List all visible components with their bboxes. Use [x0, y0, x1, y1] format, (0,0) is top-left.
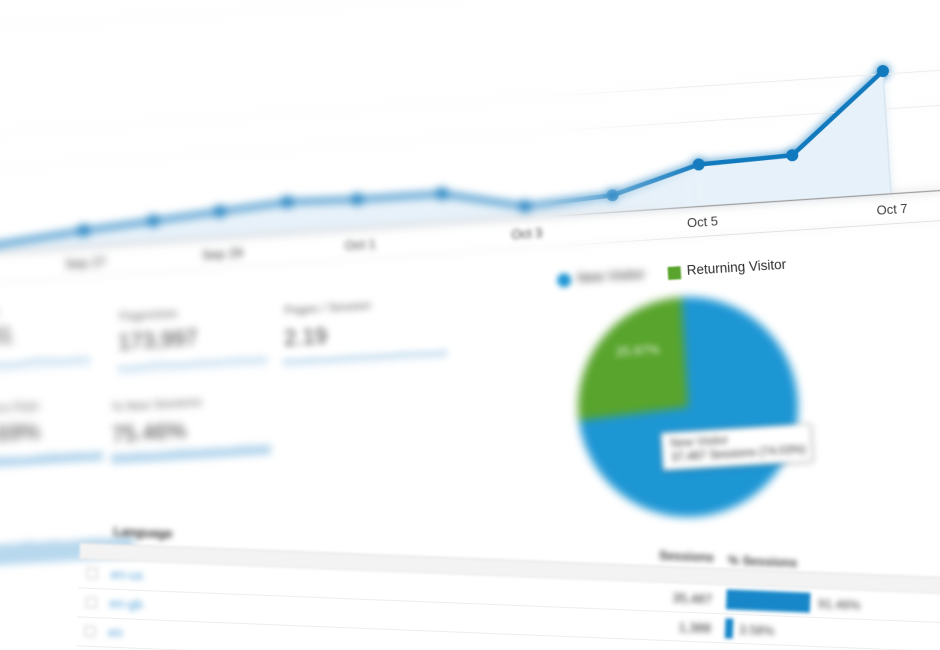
- pct-sessions-bar: [724, 618, 734, 639]
- visitor-type-pie-chart: [571, 290, 805, 524]
- language-link[interactable]: en-gb: [109, 595, 144, 612]
- metric-sparkline: [117, 357, 268, 376]
- metric-sparkline: [282, 350, 448, 370]
- table-column-sessions[interactable]: Sessions: [658, 548, 715, 565]
- pct-sessions-bar: [725, 589, 811, 613]
- sessions-timeline-panel: Sep 27 Sep 29 Oct 1 Oct 3 Oct 5 Oct 7: [0, 0, 940, 303]
- metric-card-sessions[interactable]: Sessions 50,481: [0, 194, 940, 377]
- metric-value: 50,481: [0, 322, 14, 352]
- legend-item-returning-visitor[interactable]: Returning Visitor: [686, 256, 787, 278]
- language-link[interactable]: en: [108, 624, 124, 641]
- metric-value: 2.19: [283, 322, 328, 351]
- metric-sparkline: [0, 357, 91, 377]
- sessions-value: 35,487: [672, 590, 713, 607]
- legend-item-new-visitor[interactable]: New Visitor: [576, 266, 646, 286]
- row-checkbox[interactable]: [86, 567, 98, 580]
- metric-sparkline: [0, 451, 104, 470]
- metric-value: 173,997: [117, 324, 199, 355]
- metric-card-pages-per-session[interactable]: Pages / Session 2.19: [0, 194, 940, 370]
- metric-card-bounce-rate[interactable]: Bounce Rate 44.69%: [0, 194, 940, 470]
- metric-label: Pages / Session: [284, 298, 372, 318]
- metric-card-new-sessions[interactable]: % New Sessions 75.46%: [0, 194, 940, 465]
- new-visitor-legend-swatch: [556, 272, 572, 288]
- pct-sessions-value: 91.46%: [817, 597, 861, 613]
- pct-sessions-value: 3.58%: [738, 622, 775, 639]
- language-link[interactable]: en-us: [110, 566, 144, 583]
- row-checkbox[interactable]: [84, 625, 96, 638]
- table-column-pct-sessions[interactable]: % Sessions: [727, 553, 798, 571]
- sessions-area-chart: [0, 0, 940, 287]
- metric-value: 44.69%: [0, 418, 41, 449]
- pie-tooltip: New Visitor 37,487 Sessions (74.03%): [660, 423, 813, 471]
- sessions-value: 1,388: [678, 619, 712, 636]
- returning-visitor-legend-swatch: [667, 266, 682, 280]
- metric-card-pageviews[interactable]: Pageviews 173,997: [0, 194, 940, 376]
- metric-label: Pageviews: [119, 305, 178, 324]
- metric-label: Bounce Rate: [0, 398, 40, 417]
- table-header-language[interactable]: Language: [113, 524, 173, 542]
- row-checkbox[interactable]: [85, 596, 97, 609]
- metric-label: % New Sessions: [111, 394, 203, 415]
- metric-sparkline: [110, 444, 272, 465]
